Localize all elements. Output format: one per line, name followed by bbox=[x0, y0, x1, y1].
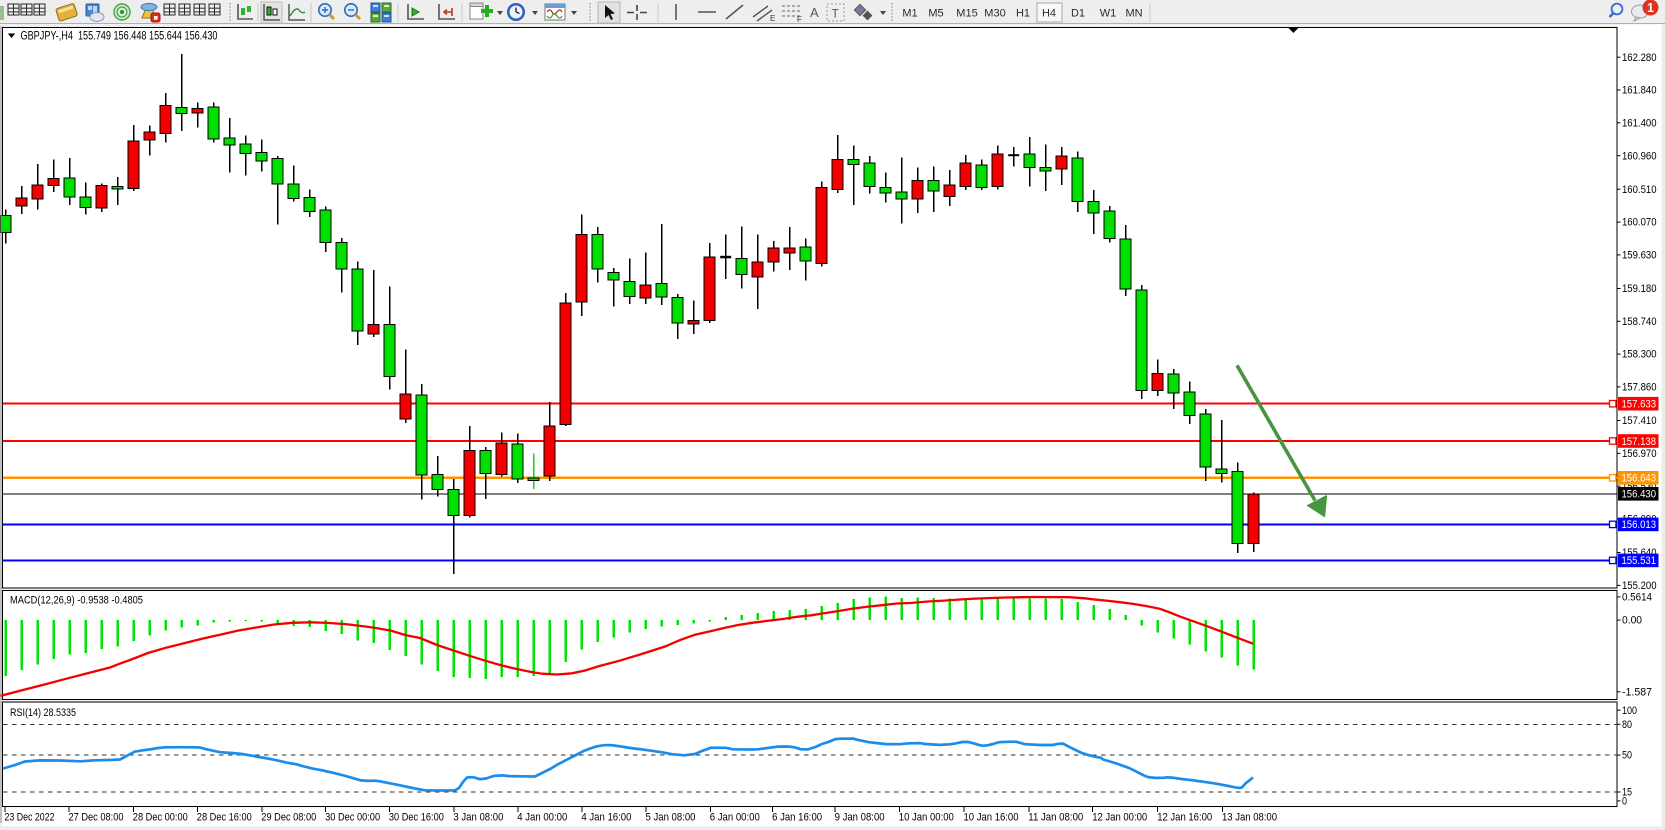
svg-text:155.531: 155.531 bbox=[1622, 555, 1657, 567]
svg-text:F: F bbox=[797, 15, 802, 24]
svg-text:H4: H4 bbox=[1042, 8, 1056, 20]
svg-text:158.300: 158.300 bbox=[1622, 349, 1657, 361]
svg-text:28 Dec 16:00: 28 Dec 16:00 bbox=[197, 812, 252, 824]
svg-text:157.138: 157.138 bbox=[1622, 436, 1657, 448]
svg-text:E: E bbox=[770, 14, 775, 23]
svg-text:A: A bbox=[810, 5, 819, 20]
svg-text:156.430: 156.430 bbox=[1622, 489, 1657, 501]
svg-text:80: 80 bbox=[1622, 719, 1632, 731]
svg-text:MN: MN bbox=[1125, 8, 1142, 20]
svg-text:12 Jan 00:00: 12 Jan 00:00 bbox=[1092, 812, 1147, 824]
svg-text:T: T bbox=[832, 7, 840, 21]
svg-text:157.633: 157.633 bbox=[1622, 399, 1657, 411]
svg-text:0: 0 bbox=[1622, 796, 1627, 808]
svg-text:161.400: 161.400 bbox=[1622, 117, 1657, 129]
svg-text:11 Jan 08:00: 11 Jan 08:00 bbox=[1028, 812, 1083, 824]
svg-text:23 Dec 2022: 23 Dec 2022 bbox=[5, 812, 55, 824]
svg-text:M30: M30 bbox=[984, 8, 1005, 20]
svg-text:29 Dec 08:00: 29 Dec 08:00 bbox=[261, 812, 316, 824]
svg-text:H1: H1 bbox=[1016, 8, 1030, 20]
svg-text:0.00: 0.00 bbox=[1622, 615, 1642, 627]
svg-text:3 Jan 08:00: 3 Jan 08:00 bbox=[453, 812, 503, 824]
svg-text:27 Dec 08:00: 27 Dec 08:00 bbox=[69, 812, 124, 824]
svg-text:10 Jan 16:00: 10 Jan 16:00 bbox=[964, 812, 1019, 824]
svg-text:10 Jan 00:00: 10 Jan 00:00 bbox=[899, 812, 954, 824]
svg-text:157.860: 157.860 bbox=[1622, 382, 1657, 394]
svg-text:M15: M15 bbox=[956, 8, 977, 20]
svg-text:155.200: 155.200 bbox=[1622, 580, 1657, 592]
svg-text:159.180: 159.180 bbox=[1622, 283, 1657, 295]
svg-text:156.643: 156.643 bbox=[1622, 473, 1657, 485]
svg-text:0.5614: 0.5614 bbox=[1622, 592, 1652, 604]
svg-text:157.410: 157.410 bbox=[1622, 415, 1657, 427]
svg-text:30 Dec 16:00: 30 Dec 16:00 bbox=[389, 812, 444, 824]
svg-text:50: 50 bbox=[1622, 750, 1632, 762]
svg-text:MACD(12,26,9) -0.9538 -0.4805: MACD(12,26,9) -0.9538 -0.4805 bbox=[10, 595, 143, 607]
svg-text:9 Jan 08:00: 9 Jan 08:00 bbox=[835, 812, 885, 824]
svg-text:160.070: 160.070 bbox=[1622, 217, 1657, 229]
svg-text:100: 100 bbox=[1622, 705, 1637, 717]
svg-text:28 Dec 00:00: 28 Dec 00:00 bbox=[133, 812, 188, 824]
svg-text:W1: W1 bbox=[1100, 8, 1117, 20]
svg-text:30 Dec 00:00: 30 Dec 00:00 bbox=[325, 812, 380, 824]
svg-text:161.840: 161.840 bbox=[1622, 85, 1657, 97]
svg-text:4 Jan 16:00: 4 Jan 16:00 bbox=[581, 812, 631, 824]
svg-text:RSI(14) 28.5335: RSI(14) 28.5335 bbox=[10, 707, 76, 719]
svg-text:156.970: 156.970 bbox=[1622, 448, 1657, 460]
svg-text:160.960: 160.960 bbox=[1622, 150, 1657, 162]
svg-text:15: 15 bbox=[1622, 787, 1632, 799]
svg-text:159.630: 159.630 bbox=[1622, 250, 1657, 262]
svg-text:6 Jan 00:00: 6 Jan 00:00 bbox=[710, 812, 760, 824]
svg-text:M5: M5 bbox=[928, 8, 943, 20]
svg-text:5 Jan 08:00: 5 Jan 08:00 bbox=[646, 812, 696, 824]
svg-text:GBPJPY-,H4 155.749 156.448 15: GBPJPY-,H4 155.749 156.448 155.644 156.4… bbox=[21, 30, 218, 43]
svg-text:158.740: 158.740 bbox=[1622, 316, 1657, 328]
svg-text:6 Jan 16:00: 6 Jan 16:00 bbox=[772, 812, 822, 824]
svg-text:M1: M1 bbox=[902, 8, 917, 20]
svg-text:4 Jan 00:00: 4 Jan 00:00 bbox=[517, 812, 567, 824]
svg-text:162.280: 162.280 bbox=[1622, 52, 1657, 64]
svg-text:13 Jan 08:00: 13 Jan 08:00 bbox=[1222, 812, 1277, 824]
svg-text:D1: D1 bbox=[1071, 8, 1085, 20]
svg-text:1: 1 bbox=[1647, 1, 1654, 15]
svg-text:160.510: 160.510 bbox=[1622, 184, 1657, 196]
svg-text:-1.587: -1.587 bbox=[1622, 686, 1652, 698]
svg-text:12 Jan 16:00: 12 Jan 16:00 bbox=[1157, 812, 1212, 824]
svg-text:156.013: 156.013 bbox=[1622, 519, 1657, 531]
